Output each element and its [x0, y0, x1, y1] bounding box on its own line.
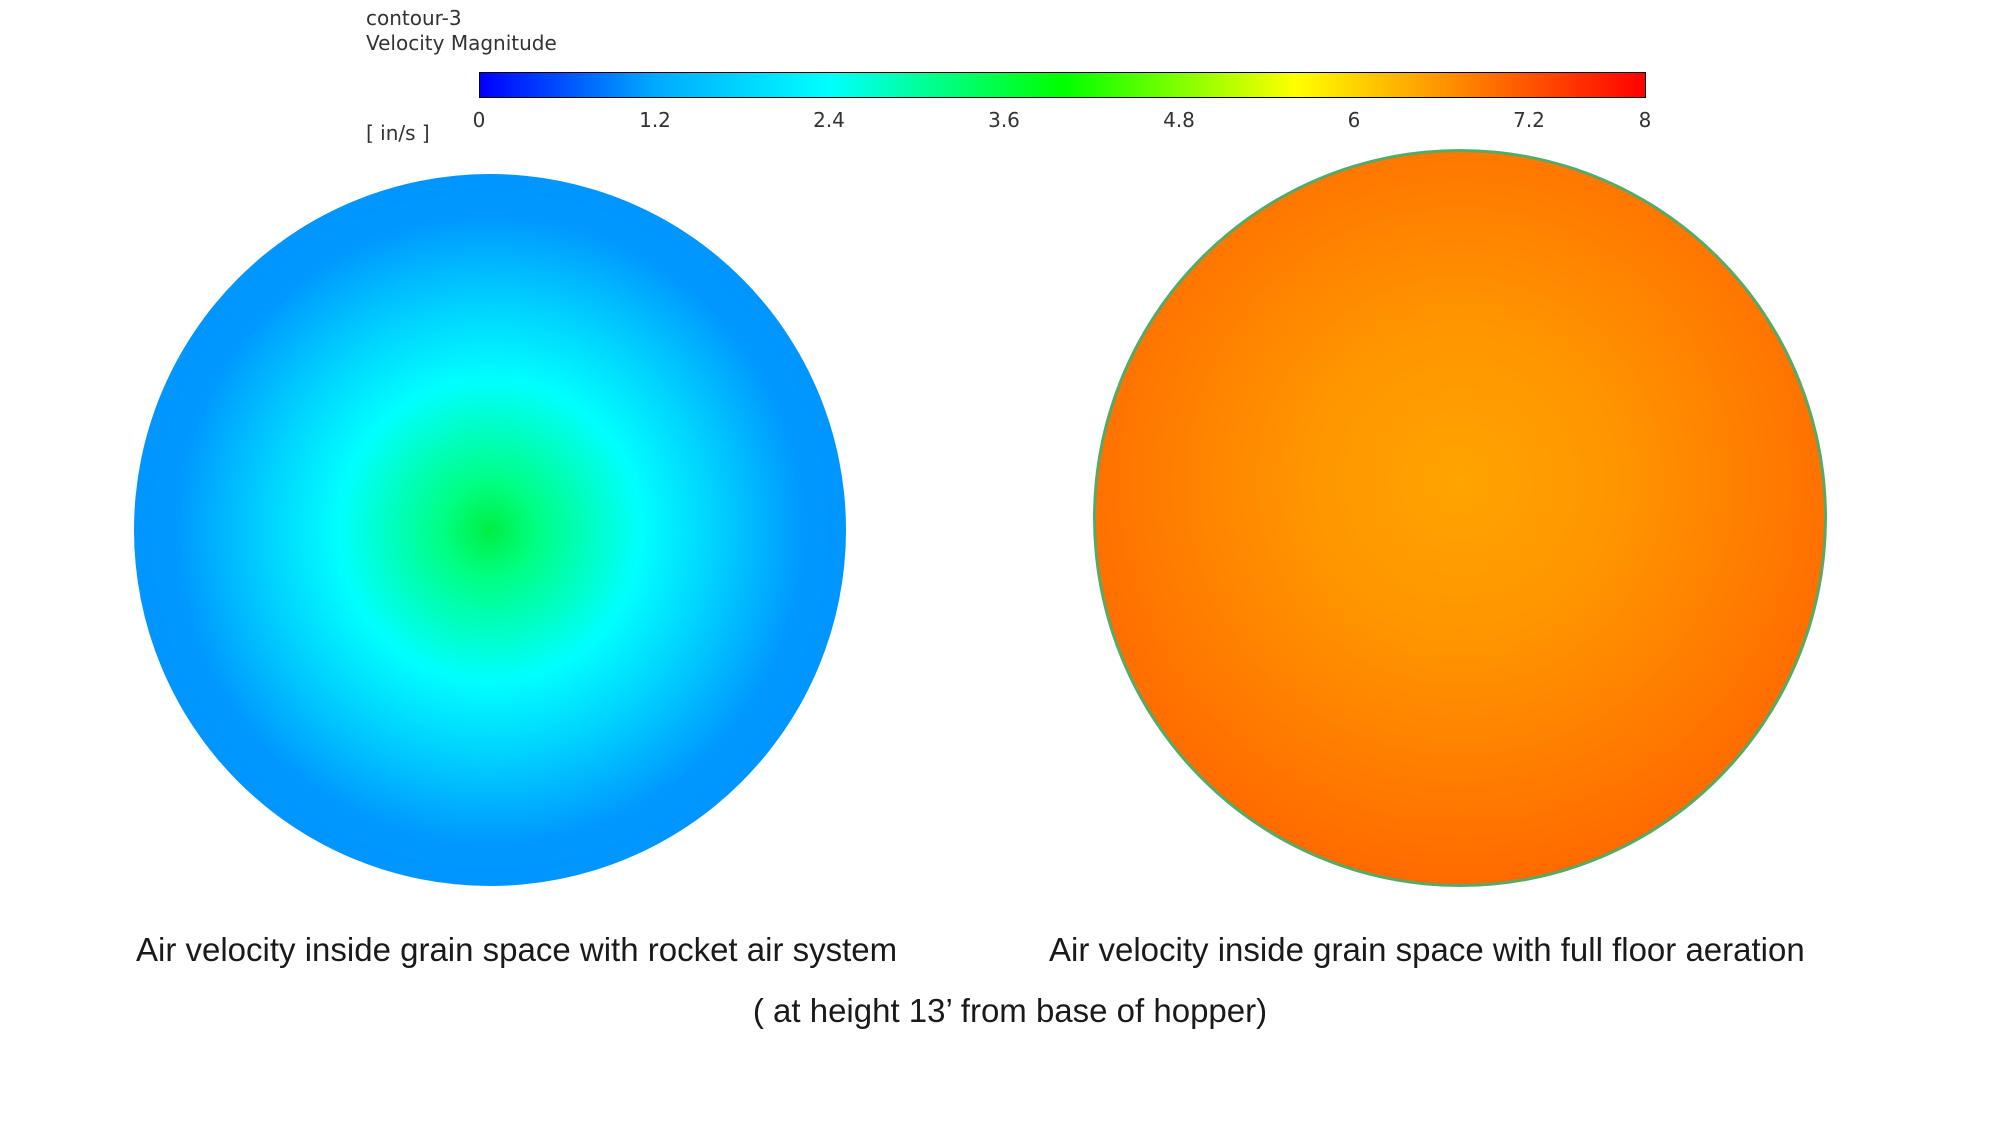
tick-label-7: 8 — [1638, 108, 1652, 132]
caption-full-floor-aeration: Air velocity inside grain space with ful… — [1049, 931, 1805, 968]
legend-title: contour-3 Velocity Magnitude — [366, 6, 557, 56]
tick-label-4: 4.8 — [1163, 108, 1195, 132]
unit-label: [ in/s ] — [366, 121, 430, 145]
tick-label-5: 6 — [1347, 108, 1361, 132]
caption-rocket-air: Air velocity inside grain space with roc… — [136, 931, 898, 968]
contour-name: contour-3 — [366, 6, 462, 30]
tick-label-1: 1.2 — [639, 108, 671, 132]
caption-height-note: ( at height 13’ from base of hopper) — [752, 992, 1268, 1029]
color-bar — [479, 72, 1646, 98]
tick-label-0: 0 — [472, 108, 486, 132]
tick-label-3: 3.6 — [988, 108, 1020, 132]
quantity-label: Velocity Magnitude — [366, 31, 557, 55]
contour-plot-rocket-air — [134, 174, 846, 886]
tick-label-2: 2.4 — [813, 108, 845, 132]
tick-label-6: 7.2 — [1513, 108, 1545, 132]
contour-plot-full-floor-aeration — [1093, 149, 1827, 887]
